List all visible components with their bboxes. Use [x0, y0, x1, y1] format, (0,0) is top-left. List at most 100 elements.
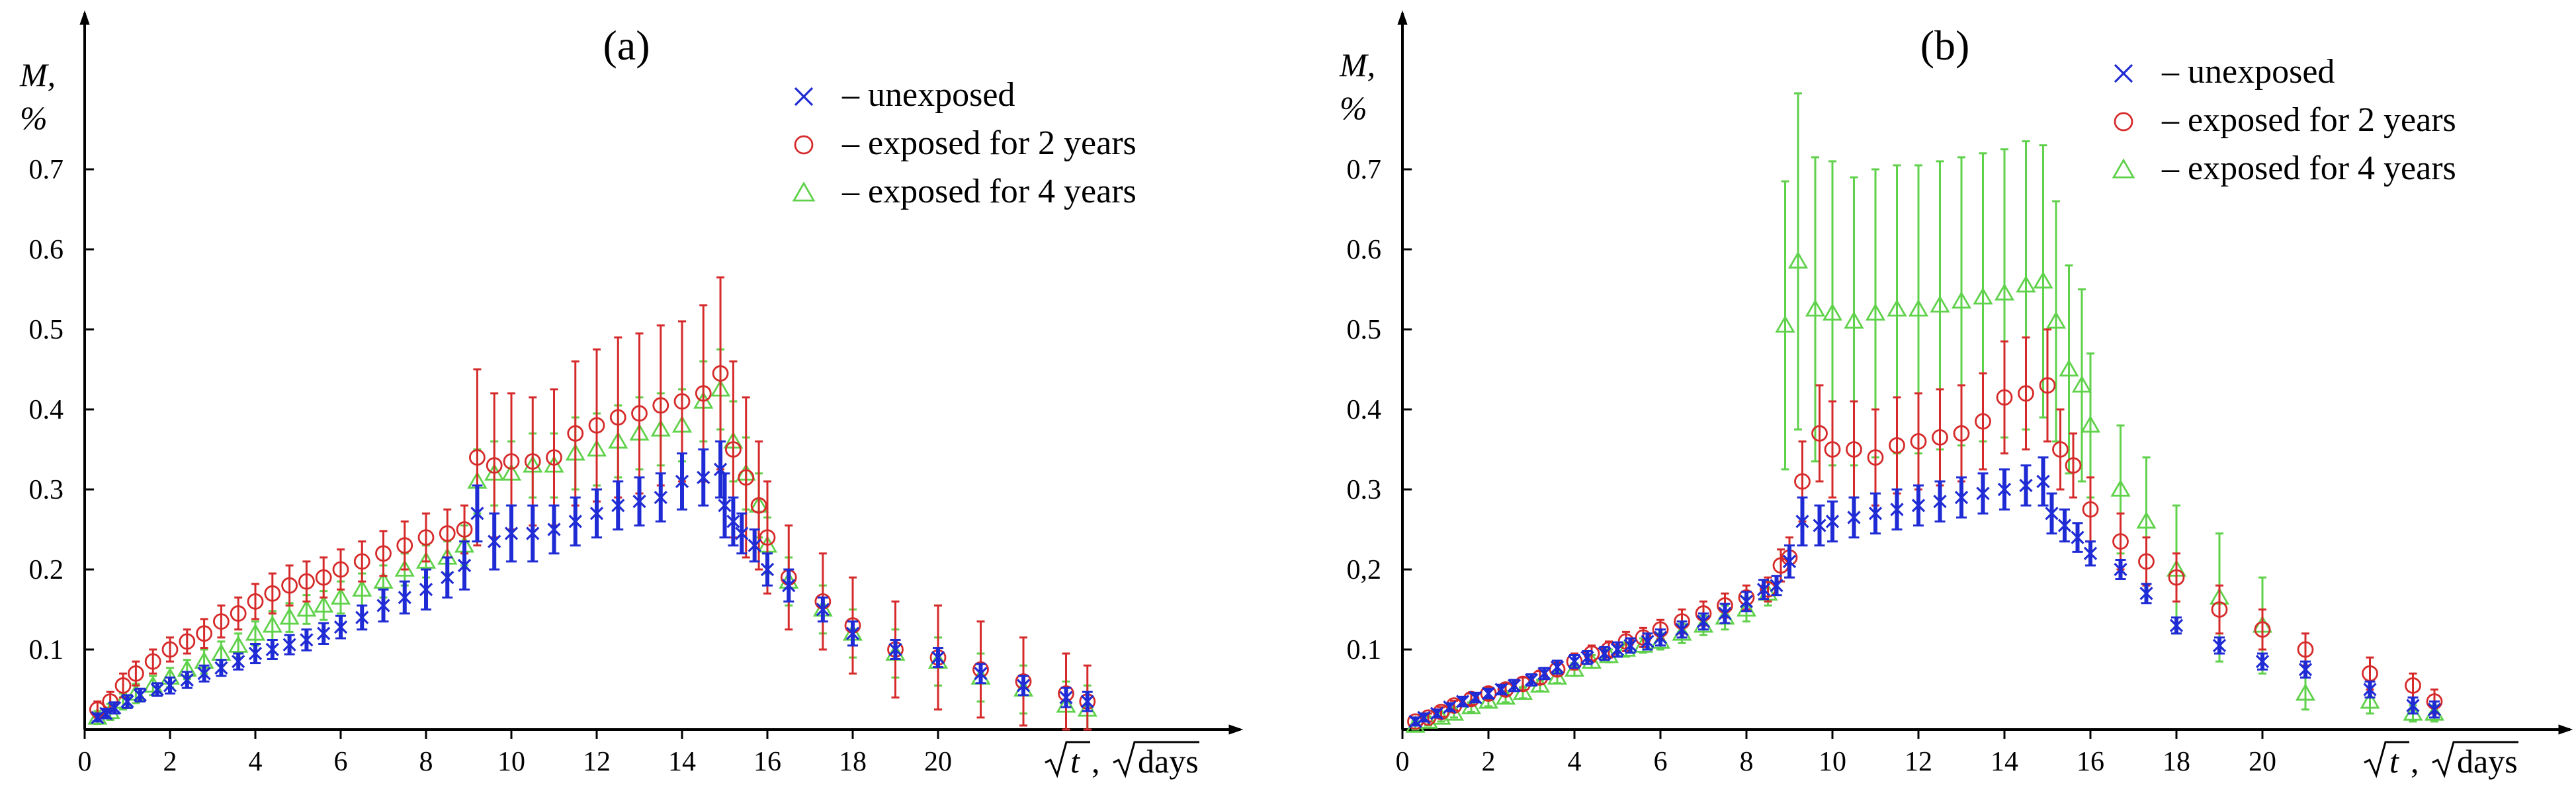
x-axis-label: t , days — [1045, 741, 1199, 780]
error-bar — [2056, 408, 2065, 491]
x-tick-label: 12 — [583, 747, 611, 777]
data-point — [376, 599, 390, 612]
data-point — [330, 587, 351, 605]
y-tick-label: 0.1 — [29, 635, 64, 665]
data-point — [2045, 311, 2067, 329]
data-point — [718, 499, 732, 513]
series-unexposed — [91, 440, 1094, 724]
data-point — [1580, 650, 1594, 665]
x-tick-label: 10 — [497, 747, 525, 777]
error-bar — [379, 530, 388, 577]
data-point — [1455, 694, 1470, 708]
error-bar — [234, 596, 243, 631]
data-point — [1846, 441, 1862, 458]
data-point — [1825, 515, 1840, 528]
data-point — [1443, 700, 1457, 714]
x-tick-label: 6 — [334, 747, 348, 777]
y-tick-label: 0.3 — [1347, 475, 1382, 505]
data-point — [1844, 311, 1864, 329]
data-point — [2071, 375, 2092, 393]
data-point — [2071, 530, 2084, 544]
data-point — [114, 677, 132, 694]
data-point — [675, 474, 689, 489]
error-bar — [2000, 340, 2008, 455]
data-point — [2045, 507, 2059, 521]
axes — [79, 10, 1244, 735]
error-bar — [593, 348, 601, 503]
data-point — [394, 559, 415, 577]
data-point — [232, 655, 245, 669]
data-point — [441, 570, 454, 585]
data-point — [2297, 641, 2314, 658]
x-tick-label: 2 — [163, 747, 177, 777]
x-tick-label: 18 — [2163, 747, 2190, 777]
error-bar — [1811, 156, 1819, 463]
data-point — [150, 683, 164, 696]
data-point — [317, 626, 331, 640]
error-bar — [268, 572, 277, 615]
data-point — [1954, 490, 1969, 505]
legend-item: – unexposed — [794, 76, 1015, 114]
error-bar — [2069, 432, 2077, 499]
data-point — [632, 495, 646, 509]
y-axis-unit: % — [20, 99, 48, 136]
data-point — [1507, 679, 1522, 692]
data-point — [712, 365, 729, 382]
error-bar — [755, 440, 763, 571]
error-bar — [1936, 388, 1944, 487]
chart-panel-a: (a) M, % 0 2 4 6 8 10 12 14 16 18 20 0.1 0.2 0.3 0.4 0.… — [19, 10, 1244, 780]
data-point — [2295, 683, 2316, 701]
error-bar — [2215, 584, 2223, 635]
data-point — [456, 521, 473, 538]
error-bar — [400, 520, 409, 571]
data-point — [1736, 599, 1757, 617]
data-point — [2110, 479, 2131, 497]
data-point — [1080, 694, 1094, 708]
data-point — [2139, 587, 2153, 601]
data-point — [353, 553, 370, 570]
data-point — [1718, 607, 1732, 620]
error-bar — [2142, 536, 2151, 587]
error-bar — [217, 604, 226, 639]
data-point — [1953, 425, 1970, 442]
data-point — [1770, 579, 1783, 593]
chart-title: (b) — [1920, 22, 1970, 69]
error-bar — [2086, 476, 2094, 543]
data-point — [2168, 569, 2185, 586]
data-point — [750, 497, 767, 514]
y-tick-label: 0.3 — [29, 475, 64, 505]
data-point — [1910, 433, 1927, 450]
legend-label: – exposed for 4 years — [2161, 149, 2456, 187]
data-point — [375, 545, 392, 562]
data-point — [398, 591, 411, 605]
error-bar — [2409, 672, 2417, 699]
error-bar — [1828, 400, 1836, 499]
x-tick-label: 10 — [1819, 747, 1846, 777]
data-point — [1756, 583, 1771, 597]
data-point — [2427, 702, 2442, 716]
data-point — [300, 633, 314, 647]
data-point — [1059, 691, 1073, 704]
data-point — [91, 710, 105, 724]
error-bar — [2301, 676, 2309, 711]
series-unexposed — [1408, 456, 2442, 729]
data-point — [163, 679, 177, 692]
data-point — [589, 507, 604, 521]
data-point — [196, 625, 213, 642]
data-point — [2036, 474, 2050, 489]
legend-item: – exposed for 4 years — [2112, 149, 2456, 187]
data-point — [2033, 271, 2053, 289]
data-point — [108, 701, 122, 715]
y-axis-label: M, — [19, 56, 56, 93]
data-point — [2255, 655, 2270, 669]
data-point — [2406, 698, 2420, 712]
data-point — [279, 607, 300, 625]
data-point — [2212, 638, 2227, 653]
data-point — [888, 642, 902, 657]
legend-label: – unexposed — [841, 76, 1015, 114]
data-point — [1867, 449, 1884, 466]
x-tick-label: 14 — [1991, 747, 2018, 777]
error-bar — [149, 648, 157, 675]
error-bar — [742, 396, 750, 559]
